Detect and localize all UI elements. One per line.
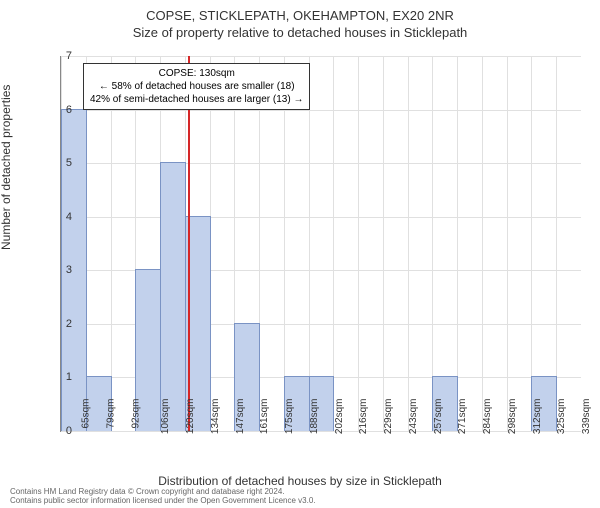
x-tick-label: 65sqm — [81, 399, 92, 429]
footer-line1: Contains HM Land Registry data © Crown c… — [10, 487, 316, 497]
grid-line-v — [482, 56, 483, 431]
x-tick-label: 175sqm — [284, 399, 295, 435]
x-tick-label: 257sqm — [433, 399, 444, 435]
y-tick-label: 6 — [52, 104, 72, 116]
info-line1: COPSE: 130sqm — [90, 67, 303, 80]
x-tick-label: 202sqm — [334, 399, 345, 435]
footer-line2: Contains public sector information licen… — [10, 496, 316, 506]
bar — [160, 162, 186, 431]
info-line2: ← 58% of detached houses are smaller (18… — [90, 80, 303, 93]
x-tick-label: 298sqm — [507, 399, 518, 435]
chart-plot-area: COPSE: 130sqm← 58% of detached houses ar… — [60, 56, 580, 431]
y-tick-label: 7 — [52, 50, 72, 62]
x-tick-label: 79sqm — [105, 399, 116, 429]
grid-line-v — [432, 56, 433, 431]
grid-line-v — [507, 56, 508, 431]
grid-line-h — [61, 217, 581, 218]
x-tick-label: 284sqm — [482, 399, 493, 435]
x-tick-label: 134sqm — [210, 399, 221, 435]
title-main: COPSE, STICKLEPATH, OKEHAMPTON, EX20 2NR — [0, 8, 600, 23]
grid-line-v — [333, 56, 334, 431]
y-tick-label: 0 — [52, 425, 72, 437]
info-line3: 42% of semi-detached houses are larger (… — [90, 93, 303, 106]
x-tick-label: 92sqm — [130, 399, 141, 429]
x-tick-label: 339sqm — [581, 399, 592, 435]
y-tick-label: 3 — [52, 264, 72, 276]
grid-line-v — [556, 56, 557, 431]
x-tick-label: 120sqm — [185, 399, 196, 435]
reference-line — [188, 56, 190, 431]
x-tick-label: 243sqm — [408, 399, 419, 435]
y-tick-label: 2 — [52, 318, 72, 330]
x-tick-label: 147sqm — [235, 399, 246, 435]
x-tick-label: 229sqm — [383, 399, 394, 435]
x-tick-label: 312sqm — [532, 399, 543, 435]
x-tick-label: 325sqm — [557, 399, 568, 435]
grid-line-v — [358, 56, 359, 431]
info-box: COPSE: 130sqm← 58% of detached houses ar… — [83, 63, 310, 110]
grid-line-h — [61, 431, 581, 432]
grid-line-v — [309, 56, 310, 431]
grid-line-v — [408, 56, 409, 431]
grid-line-h — [61, 163, 581, 164]
y-axis-label: Number of detached properties — [0, 85, 13, 250]
grid-line-v — [111, 56, 112, 431]
grid-line-v — [284, 56, 285, 431]
grid-line-h — [61, 56, 581, 57]
grid-line-v — [457, 56, 458, 431]
y-tick-label: 4 — [52, 211, 72, 223]
y-tick-label: 1 — [52, 371, 72, 383]
title-sub: Size of property relative to detached ho… — [0, 25, 600, 40]
grid-line-v — [531, 56, 532, 431]
x-tick-label: 271sqm — [458, 399, 469, 435]
x-tick-label: 106sqm — [160, 399, 171, 435]
grid-line-v — [383, 56, 384, 431]
y-tick-label: 5 — [52, 157, 72, 169]
x-tick-label: 216sqm — [358, 399, 369, 435]
footer-attribution: Contains HM Land Registry data © Crown c… — [10, 487, 316, 506]
x-tick-label: 161sqm — [259, 399, 270, 435]
x-tick-label: 188sqm — [309, 399, 320, 435]
